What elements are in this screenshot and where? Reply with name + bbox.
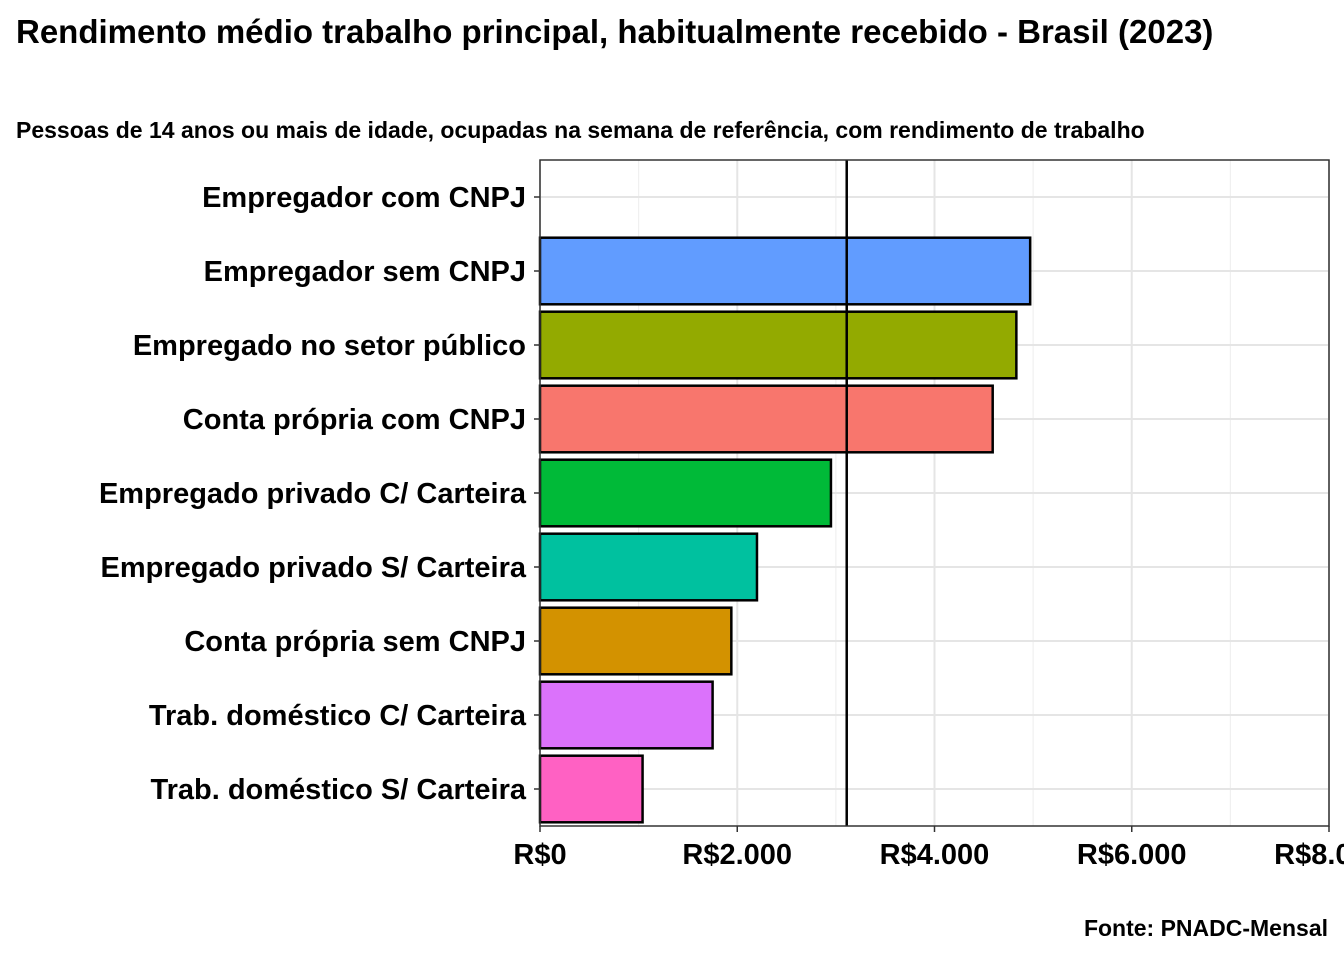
x-tick-label: R$4.000 xyxy=(880,839,990,871)
y-tick-label: Trab. doméstico S/ Carteira xyxy=(150,774,526,806)
bar xyxy=(538,384,994,454)
x-tick-label: R$2.000 xyxy=(682,839,792,871)
y-tick-label: Conta própria com CNPJ xyxy=(183,404,526,436)
y-tick-label: Empregado privado S/ Carteira xyxy=(101,552,527,584)
bar xyxy=(538,532,759,602)
y-tick-label: Conta própria sem CNPJ xyxy=(184,626,526,658)
y-tick-label: Empregado privado C/ Carteira xyxy=(99,478,527,510)
bar xyxy=(538,754,644,824)
bar xyxy=(538,458,833,528)
y-tick-label: Empregado no setor público xyxy=(133,330,526,362)
bar xyxy=(538,236,1032,306)
chart-subtitle: Pessoas de 14 anos ou mais de idade, ocu… xyxy=(16,117,1145,143)
chart-caption: Fonte: PNADC-Mensal xyxy=(1083,915,1328,941)
y-tick-label: Trab. doméstico C/ Carteira xyxy=(149,700,527,732)
x-tick-label: R$8.000 xyxy=(1274,839,1344,871)
bar xyxy=(538,310,1018,380)
y-tick-label: Empregador sem CNPJ xyxy=(204,256,526,288)
y-tick-label: Empregador com CNPJ xyxy=(202,182,526,214)
bar xyxy=(538,606,733,676)
x-tick-label: R$6.000 xyxy=(1077,839,1187,871)
chart-title: Rendimento médio trabalho principal, hab… xyxy=(16,13,1214,50)
bar xyxy=(538,680,714,750)
x-tick-label: R$0 xyxy=(513,839,566,871)
